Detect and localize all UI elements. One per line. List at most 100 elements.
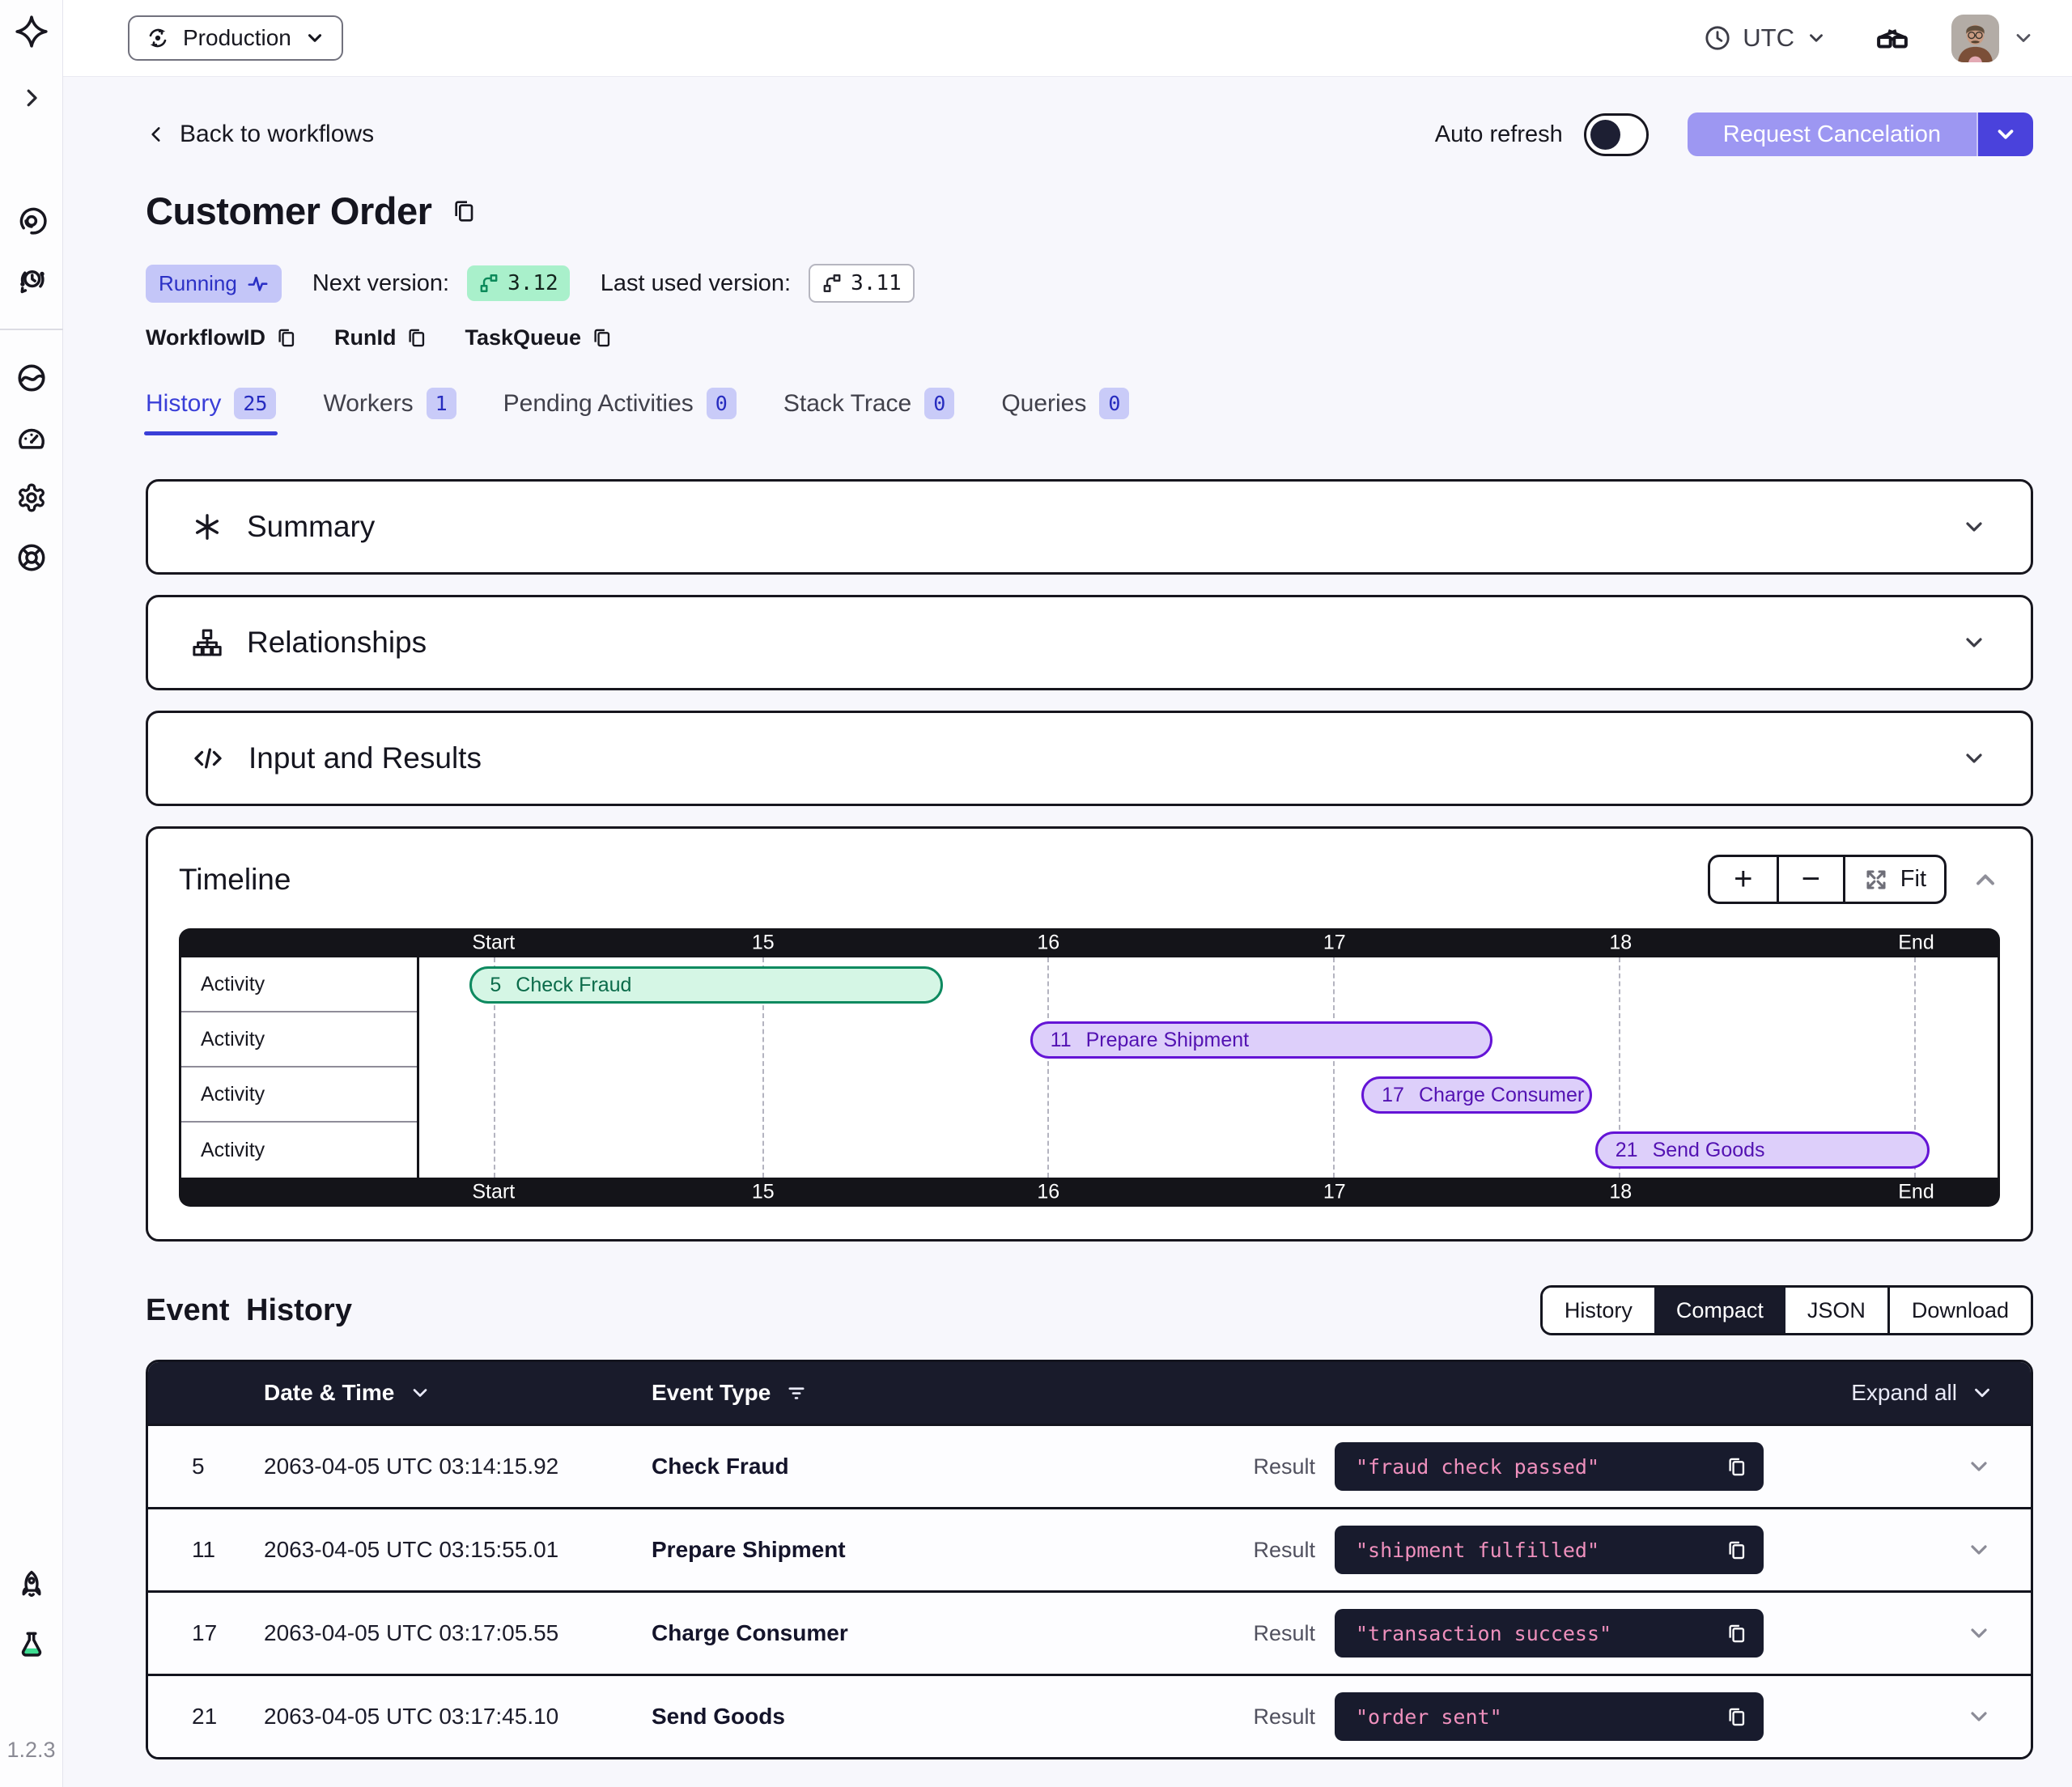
timezone-selector[interactable]: UTC — [1704, 23, 1827, 53]
bar-event-id: 21 — [1615, 1138, 1638, 1161]
timeline-bar-check-fraud[interactable]: 5 Check Fraud — [469, 966, 944, 1004]
cancel-options-chevron-icon[interactable] — [1976, 112, 2033, 156]
copy-icon[interactable] — [1726, 1539, 1747, 1561]
workflow-title: Customer Order — [146, 189, 432, 232]
section-title: Input and Results — [248, 741, 482, 775]
tab-history[interactable]: History 25 — [143, 388, 278, 435]
code-icon — [192, 742, 224, 775]
view-mode-history[interactable]: History — [1542, 1288, 1654, 1333]
labs-flask-icon[interactable] — [16, 1629, 47, 1660]
section-relationships[interactable]: Relationships — [146, 595, 2033, 690]
tab-count-badge: 0 — [924, 388, 955, 419]
filter-icon[interactable] — [785, 1382, 808, 1404]
copy-workflowid-button[interactable]: WorkflowID — [146, 325, 297, 350]
copy-title-icon[interactable] — [451, 198, 477, 224]
axis-tick-end: End — [1898, 931, 1934, 954]
expand-sidebar-icon[interactable] — [19, 86, 44, 110]
chevron-down-icon[interactable] — [1961, 514, 1987, 540]
zoom-in-button[interactable]: + — [1734, 861, 1753, 897]
timeline-bar-charge-consumer[interactable]: 17 Charge Consumer — [1361, 1076, 1592, 1114]
expand-row-chevron-icon[interactable] — [1966, 1537, 1992, 1563]
copy-icon[interactable] — [275, 327, 297, 349]
timeline-title: Timeline — [179, 862, 291, 896]
nexus-icon[interactable] — [16, 363, 47, 393]
namespace-selector[interactable]: Production — [128, 15, 343, 61]
timeline-zoom-controls: + − Fit — [1707, 855, 1947, 904]
back-to-workflows-link[interactable]: Back to workflows — [146, 121, 374, 148]
bar-label: Check Fraud — [516, 973, 632, 996]
event-row-send-goods[interactable]: 21 2063-04-05 UTC 03:17:45.10 Send Goods Re… — [148, 1674, 2031, 1757]
copy-icon[interactable] — [1726, 1456, 1747, 1478]
event-type: Send Goods — [652, 1704, 785, 1729]
timeline-card: Timeline + − Fit — [146, 826, 2033, 1242]
column-header-event-type[interactable]: Event Type — [652, 1380, 771, 1405]
auto-refresh-toggle[interactable] — [1583, 112, 1649, 156]
expand-row-chevron-icon[interactable] — [1966, 1454, 1992, 1479]
view-mode-compact[interactable]: Compact — [1654, 1288, 1785, 1333]
bar-event-id: 5 — [490, 973, 502, 996]
zoom-fit-button[interactable]: Fit — [1842, 857, 1944, 902]
settings-gear-icon[interactable] — [16, 482, 47, 513]
request-cancelation-button[interactable]: Request Cancelation — [1687, 112, 2033, 156]
tab-pending-activities[interactable]: Pending Activities 0 — [503, 388, 737, 432]
expand-row-chevron-icon[interactable] — [1966, 1620, 1992, 1646]
event-datetime: 2063-04-05 UTC 03:14:15.92 — [264, 1454, 559, 1479]
axis-tick-17: 17 — [1323, 1180, 1346, 1203]
timeline-row-labels: Activity Activity Activity Activity — [181, 957, 419, 1178]
auto-refresh-label: Auto refresh — [1434, 121, 1563, 147]
branch-icon — [478, 273, 499, 294]
usage-gauge-icon[interactable] — [16, 422, 47, 453]
event-id: 17 — [192, 1620, 218, 1645]
view-mode-download[interactable]: Download — [1887, 1288, 2031, 1333]
tab-queries[interactable]: Queries 0 — [1001, 388, 1130, 432]
timeline-bar-send-goods[interactable]: 21 Send Goods — [1594, 1131, 1930, 1169]
result-code-pill: "fraud check passed" — [1335, 1442, 1764, 1491]
view-mode-json[interactable]: JSON — [1785, 1288, 1887, 1333]
chevron-down-icon[interactable] — [1970, 1381, 1994, 1405]
event-id: 11 — [192, 1537, 216, 1562]
tab-stack-trace[interactable]: Stack Trace 0 — [783, 388, 955, 432]
axis-tick-end: End — [1898, 1180, 1934, 1203]
axis-tick-18: 18 — [1609, 1180, 1633, 1203]
timeline-bar-prepare-shipment[interactable]: 11 Prepare Shipment — [1030, 1021, 1492, 1059]
copy-icon[interactable] — [591, 327, 613, 349]
section-input-and-results[interactable]: Input and Results — [146, 711, 2033, 806]
schedules-icon[interactable] — [16, 265, 47, 296]
timeline-collapse-chevron-icon[interactable] — [1971, 865, 2000, 894]
section-summary[interactable]: Summary — [146, 479, 2033, 575]
feedback-glasses-icon[interactable] — [1874, 19, 1911, 57]
sort-chevron-icon[interactable] — [409, 1382, 431, 1404]
copy-icon[interactable] — [1726, 1706, 1747, 1728]
zoom-out-button[interactable]: − — [1776, 857, 1843, 902]
bar-label: Prepare Shipment — [1085, 1028, 1250, 1051]
whats-new-rocket-icon[interactable] — [16, 1569, 47, 1600]
result-label: Result — [1253, 1704, 1315, 1729]
app-version: 1.2.3 — [6, 1738, 56, 1762]
column-header-datetime[interactable]: Date & Time — [264, 1380, 395, 1405]
chevron-down-icon[interactable] — [1961, 745, 1987, 771]
workflows-icon[interactable] — [16, 206, 47, 236]
event-id: 5 — [192, 1454, 205, 1479]
copy-taskqueue-button[interactable]: TaskQueue — [465, 325, 613, 350]
copy-icon[interactable] — [405, 327, 427, 349]
chevron-down-icon[interactable] — [1961, 630, 1987, 656]
id-label: WorkflowID — [146, 325, 265, 350]
table-header: Date & Time Event Type Expand all — [148, 1362, 2031, 1424]
event-row-charge-consumer[interactable]: 17 2063-04-05 UTC 03:17:05.55 Charge Consu… — [148, 1590, 2031, 1674]
user-menu-chevron-icon[interactable] — [2012, 27, 2035, 49]
user-avatar[interactable] — [1951, 14, 1999, 62]
result-code-pill: "transaction success" — [1335, 1609, 1764, 1658]
event-type: Check Fraud — [652, 1454, 789, 1479]
event-row-prepare-shipment[interactable]: 11 2063-04-05 UTC 03:15:55.01 Prepare Ship… — [148, 1507, 2031, 1590]
id-links-row: WorkflowID RunId TaskQueue — [146, 325, 2033, 350]
expand-all-button[interactable]: Expand all — [1851, 1380, 1957, 1405]
support-lifebuoy-icon[interactable] — [16, 542, 47, 573]
copy-icon[interactable] — [1726, 1623, 1747, 1645]
event-row-check-fraud[interactable]: 5 2063-04-05 UTC 03:14:15.92 Check Fraud Re… — [148, 1424, 2031, 1507]
tab-workers[interactable]: Workers 1 — [323, 388, 456, 432]
copy-runid-button[interactable]: RunId — [334, 325, 427, 350]
event-datetime: 2063-04-05 UTC 03:17:45.10 — [264, 1704, 559, 1729]
expand-row-chevron-icon[interactable] — [1966, 1704, 1992, 1730]
timeline-chart: Start 15 16 17 18 End Activity Activity Activit… — [179, 928, 2000, 1207]
axis-tick-18: 18 — [1609, 931, 1633, 954]
